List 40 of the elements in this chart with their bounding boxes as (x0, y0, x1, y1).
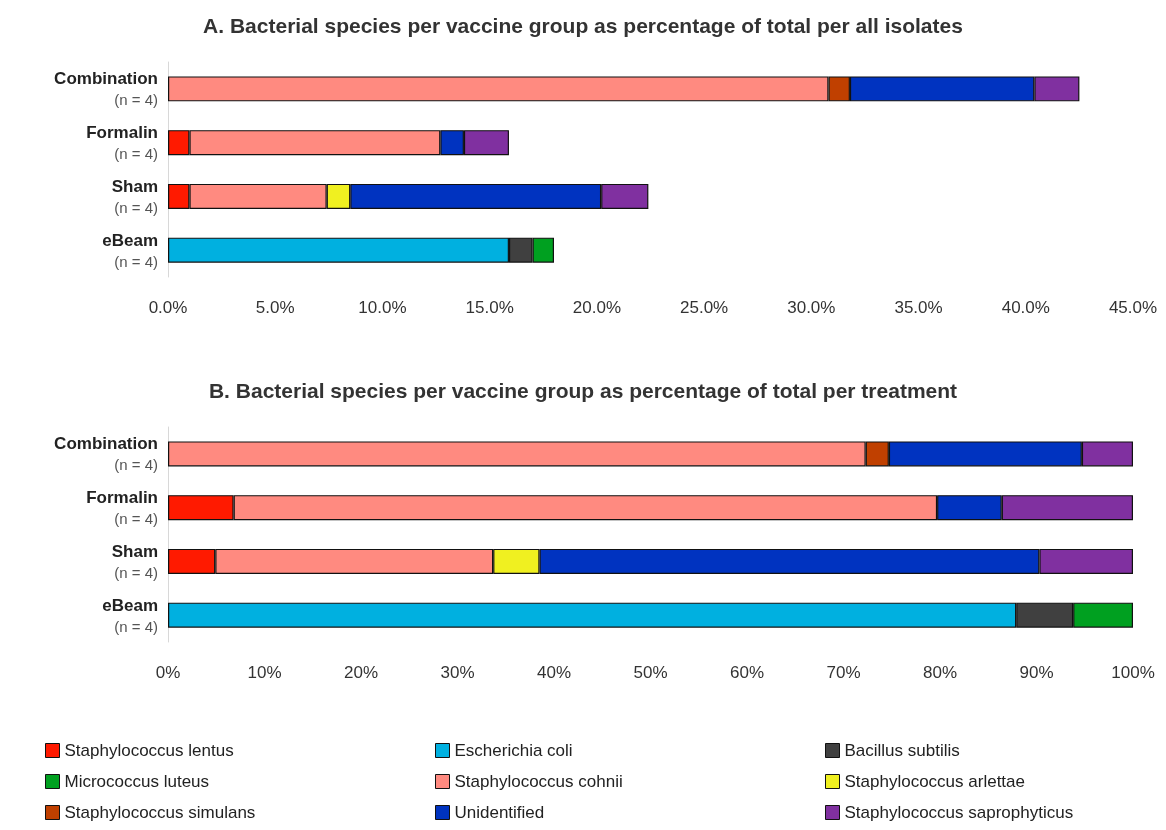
chart-title: A. Bacterial species per vaccine group as percentage of total per all isolates (203, 14, 963, 37)
x-tick-label: 10.0% (358, 298, 407, 317)
y-tick-label: eBeam (n = 4) (102, 230, 158, 270)
y-tick-label: Formalin (n = 4) (86, 488, 158, 528)
x-tick-label: 20% (343, 663, 379, 682)
x-tick-label: 30.0% (787, 298, 836, 317)
y-tick-label: eBeam (n = 4) (102, 595, 158, 635)
legend-label: Staphylococcus lentus (64, 741, 234, 760)
legend-label: Bacillus subtilis (844, 741, 960, 760)
y-tick-label: Sham (n = 4) (111, 176, 158, 216)
legend-label: Staphylococcus arlettae (844, 772, 1025, 791)
y-tick-label: Sham (n = 4) (111, 541, 158, 581)
x-tick-label: 35.0% (894, 298, 943, 317)
x-tick-label: 20.0% (572, 298, 621, 317)
x-tick-label: 70% (826, 663, 861, 682)
legend-label: Micrococcus luteus (64, 772, 210, 791)
x-tick-label: 30% (440, 663, 475, 682)
y-tick-label: Combination (n = 4) (54, 434, 158, 474)
legend-label: Unidentified (454, 803, 545, 822)
y-tick-label: Formalin (n = 4) (86, 123, 158, 163)
x-tick-label: 100% (1111, 663, 1155, 682)
x-tick-label: 25.0% (680, 298, 729, 317)
x-tick-label: 45.0% (1108, 298, 1158, 317)
legend-label: Staphylococcus simulans (64, 803, 256, 822)
x-tick-label: 80% (922, 663, 958, 682)
legend-label: Staphylococcus cohnii (454, 772, 623, 791)
x-tick-label: 0.0% (148, 298, 188, 317)
chart-title: B. Bacterial species per vaccine group as percentage of total per treatment (208, 379, 958, 402)
x-tick-label: 15.0% (465, 298, 514, 317)
x-tick-label: 50% (633, 663, 668, 682)
x-tick-label: 40.0% (1001, 298, 1050, 317)
x-tick-label: 90% (1019, 663, 1054, 682)
x-tick-label: 0% (155, 663, 181, 682)
x-tick-label: 40% (536, 663, 572, 682)
x-tick-label: 10% (247, 663, 282, 682)
x-tick-label: 60% (729, 663, 765, 682)
legend-label: Staphylococcus saprophyticus (844, 803, 1074, 822)
x-tick-label: 5.0% (255, 298, 295, 317)
y-tick-label: Combination (n = 4) (54, 69, 158, 109)
legend-label: Escherichia coli (454, 741, 573, 760)
